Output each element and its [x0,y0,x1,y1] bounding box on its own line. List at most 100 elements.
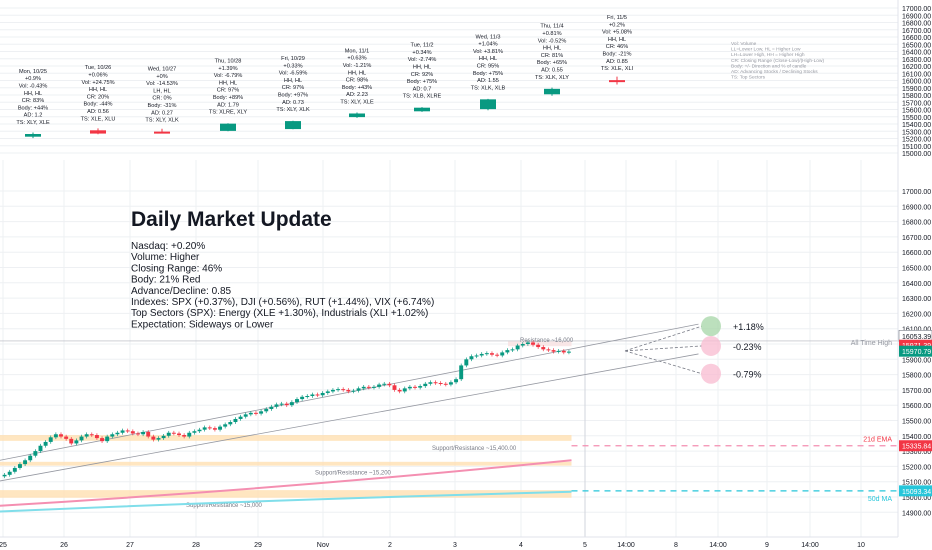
daily-card-line: Mon, 11/1 [345,48,369,54]
daily-card-line: TS: XLY, XLK [276,107,310,113]
y-tick-label: 16500.00 [902,266,931,273]
moving-averages: 21d EMA 50d MA [0,437,898,513]
intraday-candle [454,379,459,383]
intraday-candle [500,352,505,356]
y-tick-label-upper: 15100.00 [902,144,931,151]
y-tick-label-upper: 15300.00 [902,129,931,136]
projection-circle [701,363,721,384]
intraday-candle [233,418,238,423]
daily-card-line: +0.81% [542,31,561,37]
y-tick-label-upper: 15000.00 [902,151,931,158]
intraday-candle [228,422,233,425]
intraday-candle [28,455,33,461]
daily-candle [220,123,236,131]
daily-card-line: +0% [156,74,167,80]
intraday-candle [53,434,58,438]
daily-card-line: +0.34% [412,50,431,56]
support-zone-label: Support/Resistance ~15,000 [186,503,263,509]
intraday-candle [397,389,402,392]
intraday-candle [346,389,351,392]
daily-card-line: Body: +75% [407,79,437,85]
daily-card-line: TS: XLB, XLRE [403,94,442,100]
intraday-candle [120,430,125,433]
daily-card-line: CR: 97% [217,88,239,94]
summary-line: Nasdaq: +0.20% [131,241,205,252]
daily-card-line: TS: XLK, XLY [535,75,569,81]
daily-card-line: AD: 0.56 [87,109,109,115]
daily-card-line: Vol: -1.21% [343,63,372,69]
summary-line: Closing Range: 46% [131,263,222,274]
daily-card-line: TS: XLY, XLE [16,120,50,126]
daily-candle [25,134,41,137]
daily-card-line: HH, HL [608,37,626,43]
intraday-candle [402,388,407,392]
x-tick-label: Nov [317,542,330,549]
intraday-candle [382,383,387,385]
intraday-candle [443,383,448,385]
price-tag-label: 15093.34 [902,489,931,496]
x-tick-label: 26 [60,542,68,549]
intraday-candle [243,414,248,417]
intraday-candle [269,406,274,410]
price-tag-label: 16053.39 [902,334,931,341]
daily-card-line: AD: 1.2 [24,113,43,119]
intraday-candle [135,433,140,435]
daily-card-line: Vol: +5.08% [602,30,632,36]
intraday-candle [464,359,469,366]
intraday-candle [515,345,520,350]
y-tick-label: 15200.00 [902,464,931,471]
legend-note: TS: Top Sectors [731,75,766,81]
summary-line: Body: 21% Red [131,275,201,286]
intraday-candle [238,416,243,419]
x-tick-label: 14:00 [617,542,635,549]
channel-line [0,353,699,482]
daily-card-line: HH, HL [543,46,561,52]
intraday-candle [392,385,397,390]
intraday-candle [17,464,22,468]
x-tick-label: 27 [126,542,134,549]
chart-title: Daily Market Update [131,208,332,231]
intraday-candle [166,432,171,436]
intraday-candle [413,386,417,388]
intraday-candle [407,386,412,389]
intraday-candle [212,428,217,430]
daily-card-line: Vol: -6.59% [279,71,308,77]
intraday-candle [525,342,530,344]
ema21-label: 21d EMA [863,437,892,444]
intraday-candle [177,433,181,436]
x-tick-label: 14:00 [709,542,727,549]
intraday-candle [284,403,289,406]
daily-card-line: CR: 92% [411,72,433,78]
price-tag-label: 15335.84 [902,444,931,451]
intraday-candle [161,435,166,439]
daily-card-line: HH, HL [413,64,431,70]
daily-card-line: +1.39% [218,66,237,72]
daily-card-line: TS: XLE, XLI [601,66,634,72]
projection-label: -0.79% [733,370,762,380]
intraday-candle [74,440,79,444]
daily-card-line: +0.33% [283,63,302,69]
daily-card-line: +0.2% [609,22,625,28]
daily-candle [544,88,560,95]
intraday-candle [479,353,484,356]
intraday-candle [146,431,151,437]
daily-card-line: Thu, 11/4 [540,24,563,30]
intraday-candle [2,474,7,477]
intraday-candles [2,340,571,479]
intraday-candle [156,438,161,440]
projection-circle [701,316,721,337]
y-tick-label: 15500.00 [902,419,931,426]
x-tick-label: 14:00 [801,542,819,549]
y-tick-label: 14900.00 [902,510,931,517]
daily-card-line: AD: 2.23 [346,92,368,98]
intraday-candle [536,344,541,348]
intraday-candle [295,399,299,403]
daily-card-line: CR: 98% [346,78,368,84]
y-tick-label: 15800.00 [902,373,931,380]
intraday-candle [248,412,253,415]
daily-card-line: Tue, 10/26 [85,65,112,71]
intraday-candle [418,386,423,388]
